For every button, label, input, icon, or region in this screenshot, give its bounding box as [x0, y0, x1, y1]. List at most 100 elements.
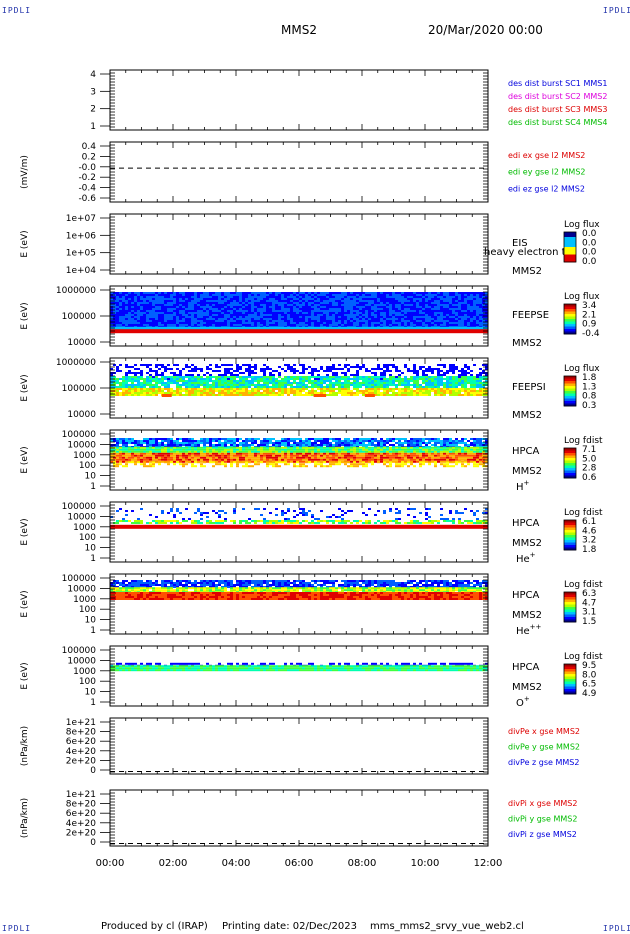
colorbar-cell — [564, 609, 576, 613]
colorbar-cell — [564, 545, 576, 548]
y-axis-label: (mV/m) — [20, 155, 30, 189]
legend-entry: divPe y gse MMS2 — [508, 743, 580, 752]
colorbar-cell — [564, 619, 576, 623]
colorbar-cell — [564, 396, 576, 399]
colorbar-cell — [564, 259, 576, 263]
colorbar-title: Log fdist — [564, 436, 603, 446]
y-tick-label: 100000 — [62, 430, 97, 440]
species-label: O+ — [516, 695, 530, 709]
colorbar-cell — [564, 522, 576, 526]
panel-frame — [109, 213, 489, 275]
y-tick-label: 10000 — [67, 440, 96, 450]
colorbar-cell — [564, 324, 576, 327]
instrument-label: FEEPSI — [512, 382, 546, 393]
colorbar-cell — [564, 391, 576, 394]
panel-frame — [109, 141, 489, 203]
y-tick-label: 1e+05 — [66, 249, 96, 259]
y-tick-label: 6e+20 — [66, 737, 97, 747]
colorbar-cell — [564, 247, 576, 250]
colorbar-tick-label: 1.8 — [582, 545, 597, 555]
panel-frame — [109, 645, 489, 707]
panel-feepse: 1000000 100000 10000 E (eV) FEEPSE MMS2 Log fl… — [20, 285, 600, 349]
y-axis-label: E (eV) — [20, 662, 30, 689]
colorbar-cell — [564, 602, 576, 605]
spacecraft-title: MMS2 — [281, 23, 317, 37]
spacecraft-label: MMS2 — [512, 610, 542, 621]
y-tick-label: 3 — [90, 87, 96, 97]
colorbar-cell — [564, 664, 576, 667]
colorbar-cell — [564, 329, 576, 332]
colorbar-cell — [564, 254, 576, 258]
colorbar-cell — [564, 239, 576, 243]
colorbar-cell — [564, 252, 576, 255]
y-tick-label: -0.2 — [78, 173, 96, 183]
species-label: He+ — [516, 551, 536, 565]
colorbar-cell — [564, 669, 576, 672]
y-axis-label: E (eV) — [20, 446, 30, 473]
y-tick-label: 0 — [90, 766, 96, 776]
y-tick-label: 0.2 — [82, 152, 96, 162]
colorbar-cell — [564, 314, 576, 317]
instrument-label: HPCA — [512, 446, 540, 457]
colorbar-tick-label: 4.6 — [582, 526, 597, 536]
y-tick-label: 1e+06 — [66, 231, 97, 241]
panel-edi: 0.40.2-0.0-0.2-0.4-0.6 (mV/m) edi ex gse l… — [20, 141, 586, 204]
y-axis-label: E (eV) — [20, 518, 30, 545]
spacecraft-label: MMS2 — [512, 338, 542, 349]
colorbar-cell — [564, 381, 576, 384]
legend-entry: edi ey gse l2 MMS2 — [508, 168, 586, 177]
species-label: H+ — [516, 479, 530, 493]
colorbar-tick-label: 0.6 — [582, 473, 597, 483]
colorbar-tick-label: 0.0 — [582, 257, 597, 267]
colorbar-cell — [564, 403, 576, 407]
colorbar-cell — [564, 681, 576, 685]
colorbar-cell — [564, 383, 576, 387]
panel-feepsi: 1000000 100000 10000 E (eV) FEEPSI MMS2 Log fl… — [20, 357, 600, 421]
colorbar-title: Log flux — [564, 364, 600, 374]
y-tick-label: 1e+21 — [66, 718, 96, 728]
colorbar-cell — [564, 398, 576, 402]
colorbar-cell — [564, 455, 576, 459]
colorbar-cell — [564, 540, 576, 543]
y-axis-label: E (eV) — [20, 374, 30, 401]
spacecraft-label: MMS2 — [512, 266, 542, 277]
colorbar-frame — [563, 663, 577, 695]
colorbar-cell — [564, 547, 576, 551]
colorbar-cell — [564, 316, 576, 320]
colorbar-title: Log flux — [564, 220, 600, 230]
legend-entry: des dist burst SC2 MMS2 — [508, 92, 607, 101]
legend-entry: divPi y gse MMS2 — [508, 815, 577, 824]
legend-entry: divPe z gse MMS2 — [508, 758, 579, 767]
colorbar-cell — [564, 232, 576, 235]
colorbar-cell — [564, 527, 576, 531]
colorbar-cell — [564, 686, 576, 690]
y-tick-label: 1000000 — [56, 358, 96, 368]
colorbar-tick-label: 0.0 — [582, 238, 597, 248]
colorbar-cell — [564, 612, 576, 615]
instrument-label: HPCA — [512, 590, 540, 601]
spacecraft-label: MMS2 — [512, 682, 542, 693]
colorbar-cell — [564, 450, 576, 454]
colorbar-cell — [564, 257, 576, 260]
y-tick-label: 1 — [90, 482, 96, 492]
y-tick-label: 10000 — [67, 410, 96, 420]
panel-frame — [109, 789, 489, 847]
y-tick-label: 4e+20 — [66, 747, 97, 757]
colorbar-cell — [564, 331, 576, 335]
legend-entry: edi ez gse l2 MMS2 — [508, 184, 585, 193]
instrument-label: HPCA — [512, 518, 540, 529]
y-tick-label: 100 — [79, 461, 96, 471]
y-tick-label: 1000 — [73, 595, 96, 605]
colorbar-cell — [564, 597, 576, 600]
colorbar-cell — [564, 599, 576, 603]
y-tick-label: 100 — [79, 605, 96, 615]
colorbar-cell — [564, 378, 576, 382]
y-tick-label: 1e+04 — [66, 266, 97, 276]
y-tick-label: 10 — [85, 688, 97, 698]
x-tick-label: 06:00 — [285, 858, 314, 869]
legend-entry: des dist burst SC3 MMS3 — [508, 105, 607, 114]
legend-entry: divPi x gse MMS2 — [508, 799, 577, 808]
